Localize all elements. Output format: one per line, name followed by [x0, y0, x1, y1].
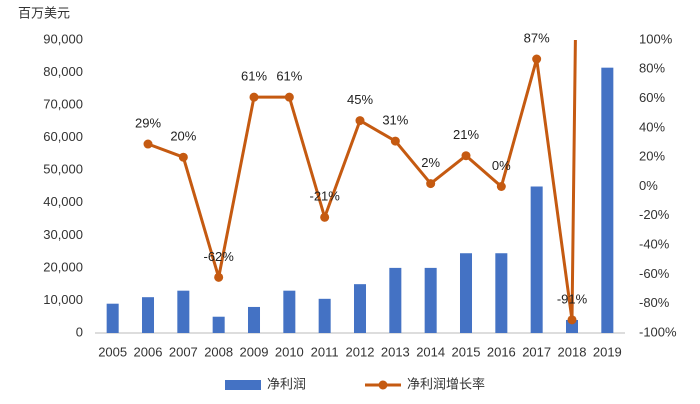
y2-tick-label: 60% [639, 90, 665, 105]
y-tick-label: 30,000 [43, 227, 83, 242]
legend-marker [378, 380, 388, 390]
bar [106, 303, 119, 333]
bar [141, 297, 155, 333]
legend-label: 净利润增长率 [407, 376, 485, 391]
y-tick-label: 0 [76, 324, 83, 339]
x-tick-label: 2015 [452, 344, 481, 359]
y2-tick-label: -80% [639, 295, 670, 310]
x-tick-label: 2010 [275, 344, 304, 359]
bar [283, 290, 296, 333]
point [461, 151, 471, 161]
y2-tick-label: 80% [639, 61, 665, 76]
data-label: -21% [309, 189, 340, 204]
bar [601, 67, 614, 333]
bar [318, 298, 331, 333]
x-tick-label: 2011 [311, 344, 339, 359]
x-tick-label: 2005 [98, 344, 127, 359]
bar [530, 186, 543, 333]
y-axis-unit: 百万美元 [18, 5, 70, 20]
point [390, 136, 400, 146]
x-tick-label: 2016 [487, 344, 516, 359]
legend-swatch [225, 380, 261, 390]
point [355, 116, 365, 126]
line [147, 40, 577, 321]
y-tick-label: 70,000 [43, 97, 83, 112]
x-tick-label: 2014 [416, 344, 445, 359]
point [214, 272, 224, 282]
point [496, 182, 506, 191]
y-tick-label: 20,000 [43, 259, 83, 274]
x-tick-label: 2019 [593, 344, 622, 359]
data-label: 61% [276, 69, 302, 84]
y2-tick-label: 20% [639, 149, 665, 164]
legend-label: 净利润 [267, 376, 306, 391]
y2-tick-label: 0% [639, 178, 658, 193]
bar [389, 267, 402, 333]
data-label: 61% [241, 69, 267, 84]
point [284, 92, 294, 102]
plot-area [106, 40, 614, 333]
data-label: -62% [203, 249, 234, 264]
data-label: 21% [453, 127, 479, 142]
data-label: 31% [382, 113, 408, 128]
y-tick-label: 90,000 [43, 31, 83, 46]
x-tick-label: 2006 [134, 344, 163, 359]
point [567, 315, 577, 325]
y2-tick-label: 100% [639, 31, 673, 46]
data-label: 29% [135, 115, 161, 130]
x-tick-label: 2013 [381, 344, 410, 359]
x-tick-label: 2018 [558, 344, 587, 359]
bar [353, 284, 367, 333]
bar [177, 290, 190, 333]
y-tick-label: 60,000 [43, 129, 83, 144]
point [178, 152, 188, 162]
y2-tick-label: -40% [639, 237, 670, 252]
y2-tick-label: 40% [639, 119, 665, 134]
x-tick-label: 2007 [169, 344, 198, 359]
y-tick-label: 80,000 [43, 64, 83, 79]
bar [495, 253, 508, 333]
point [249, 92, 259, 102]
data-label: 20% [170, 129, 196, 144]
y-tick-label: 50,000 [43, 162, 83, 177]
x-tick-label: 2009 [240, 344, 269, 359]
point [532, 54, 542, 64]
y2-tick-label: -20% [639, 207, 670, 222]
y2-tick-label: -60% [639, 266, 670, 281]
data-label: 0% [492, 158, 511, 173]
bar [212, 316, 225, 333]
bar [247, 306, 261, 333]
y-tick-label: 40,000 [43, 194, 83, 209]
point [143, 139, 153, 149]
x-tick-label: 2012 [346, 344, 375, 359]
x-tick-label: 2008 [204, 344, 233, 359]
point [426, 179, 436, 189]
data-label: 87% [524, 30, 550, 45]
data-label: 2% [421, 155, 440, 170]
y2-tick-label: -100% [639, 324, 677, 339]
data-label: -91% [557, 291, 588, 306]
bar [565, 319, 579, 333]
data-label: 45% [347, 92, 373, 107]
bar [424, 267, 437, 333]
point [320, 212, 330, 222]
y-tick-label: 10,000 [43, 292, 83, 307]
x-tick-label: 2017 [522, 344, 551, 359]
bar [459, 253, 473, 333]
